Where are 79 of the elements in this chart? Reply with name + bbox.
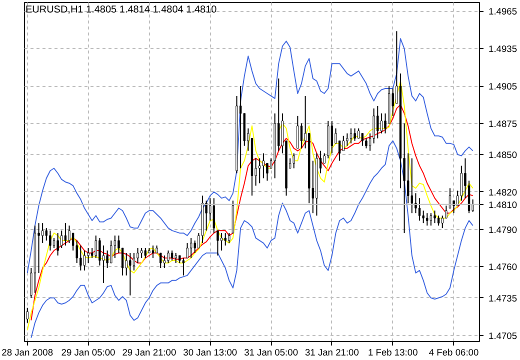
y-tick-label: 1.4705 bbox=[488, 330, 518, 341]
candlestick bbox=[174, 252, 177, 264]
candlestick bbox=[266, 162, 268, 182]
x-tick-label: 29 Jan 05:00 bbox=[61, 348, 116, 358]
candlestick bbox=[422, 210, 424, 224]
candlestick bbox=[262, 152, 265, 179]
candlestick bbox=[56, 232, 59, 256]
candlestick bbox=[212, 198, 216, 234]
candlestick bbox=[342, 135, 344, 152]
candlestick bbox=[64, 222, 67, 246]
candlestick bbox=[239, 86, 242, 169]
candlestick bbox=[292, 152, 295, 169]
candlestick bbox=[170, 250, 174, 261]
x-tick-label: 31 Jan 05:00 bbox=[244, 348, 298, 358]
y-tick-label: 1.4875 bbox=[488, 118, 518, 129]
candlestick bbox=[407, 152, 410, 204]
candlestick bbox=[220, 232, 223, 252]
x-tick-label: 31 Jan 21:00 bbox=[304, 348, 359, 358]
candlestick bbox=[186, 242, 188, 258]
y-tick-label: 1.4735 bbox=[488, 293, 518, 304]
candlestick bbox=[258, 158, 261, 184]
candlestick bbox=[426, 212, 428, 226]
candlestick bbox=[330, 120, 334, 154]
candlestick bbox=[354, 128, 356, 142]
candlestick bbox=[52, 238, 56, 249]
candlestick bbox=[60, 230, 63, 249]
candlestick bbox=[376, 105, 379, 139]
candlestick bbox=[216, 230, 219, 256]
x-tick-label: 4 Feb 06:00 bbox=[428, 348, 479, 358]
candlestick bbox=[182, 257, 185, 276]
candlestick bbox=[350, 128, 352, 144]
candlestick bbox=[98, 238, 101, 266]
candlestick bbox=[418, 198, 421, 222]
candlestick bbox=[228, 232, 230, 244]
candlestick bbox=[190, 238, 192, 258]
candlestick bbox=[437, 215, 440, 226]
candlestick bbox=[68, 225, 70, 244]
candlestick bbox=[132, 252, 136, 271]
y-tick-label: 1.4820 bbox=[488, 187, 518, 198]
x-tick-label: 29 Jan 21:00 bbox=[122, 348, 176, 358]
candlestick bbox=[372, 108, 375, 144]
candlestick bbox=[358, 128, 360, 139]
candlestick bbox=[49, 230, 52, 252]
ref-line-label: 1.4810 bbox=[488, 200, 518, 210]
x-tick-label: 30 Jan 13:00 bbox=[183, 348, 238, 358]
candlestick bbox=[300, 122, 303, 149]
y-tick-label: 1.4965 bbox=[488, 6, 518, 17]
candlestick bbox=[224, 232, 226, 246]
candlestick bbox=[163, 255, 166, 268]
candlestick bbox=[434, 210, 436, 224]
candlestick bbox=[430, 212, 432, 226]
y-tick-label: 1.4935 bbox=[488, 44, 518, 54]
candlestick bbox=[110, 240, 112, 264]
candlestick bbox=[129, 252, 132, 296]
y-tick-label: 1.4905 bbox=[488, 82, 518, 92]
x-tick-label: 28 Jan 2008 bbox=[2, 348, 54, 358]
y-tick-label: 1.4850 bbox=[488, 150, 518, 160]
candlestick bbox=[410, 158, 414, 214]
candlestick bbox=[380, 112, 383, 134]
candlestick bbox=[136, 248, 139, 264]
candlestick bbox=[87, 248, 90, 264]
candlestick bbox=[140, 248, 143, 258]
candlestick bbox=[296, 115, 299, 149]
candlestick bbox=[41, 222, 44, 244]
candlestick bbox=[361, 132, 364, 146]
chart-title: EURUSD,H1 1.4805 1.4814 1.4804 1.4810 bbox=[25, 4, 218, 16]
candlestick bbox=[152, 245, 154, 258]
x-tick-label: 1 Feb 13:00 bbox=[368, 348, 418, 358]
line-series bbox=[30, 140, 474, 338]
y-tick-label: 1.4760 bbox=[488, 262, 518, 272]
candlestick bbox=[38, 222, 40, 274]
candlestick bbox=[414, 192, 417, 214]
y-tick-label: 1.4790 bbox=[488, 224, 518, 235]
candlestick bbox=[83, 250, 86, 271]
candlestick bbox=[167, 250, 170, 264]
candlestick bbox=[144, 248, 146, 258]
line-series bbox=[26, 38, 474, 274]
candlestick bbox=[94, 235, 97, 258]
candlestick bbox=[80, 245, 82, 271]
